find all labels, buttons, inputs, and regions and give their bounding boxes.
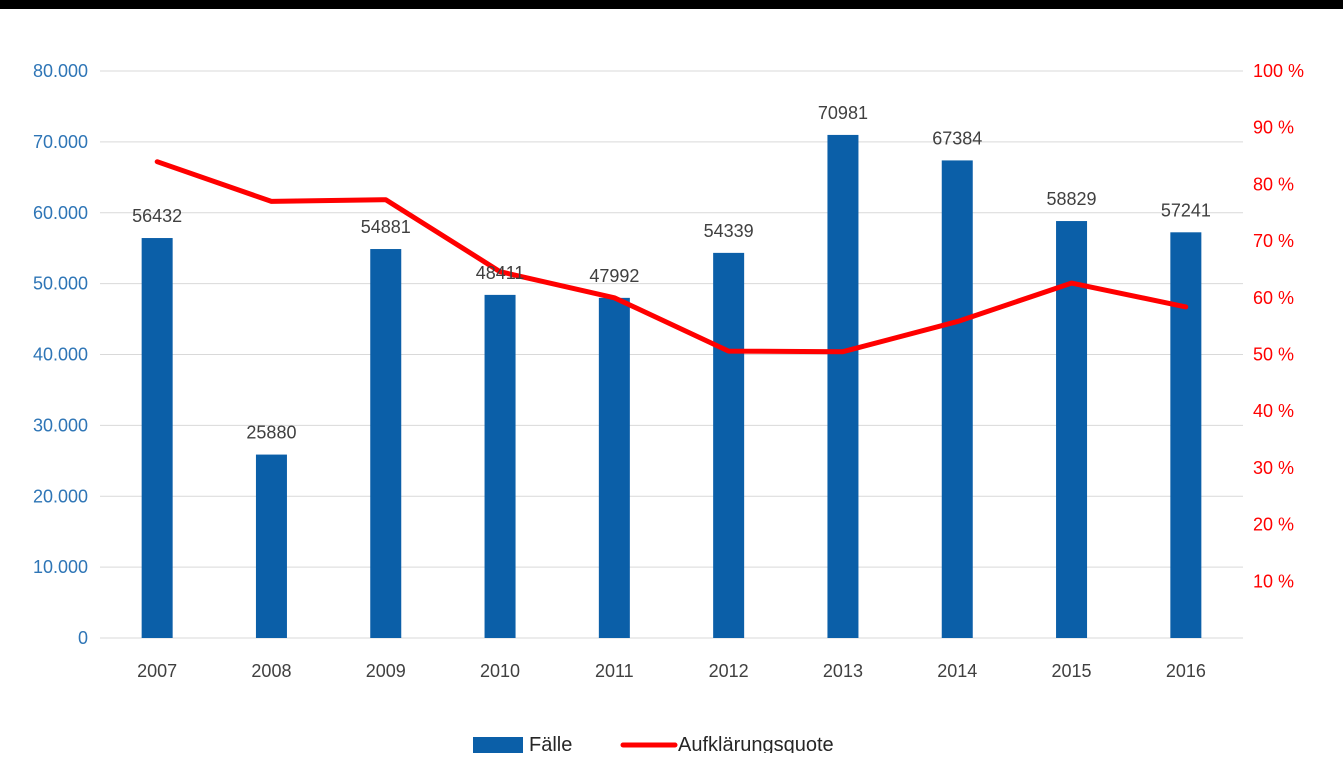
left-axis-tick-label: 0 (78, 628, 88, 648)
bar-data-label: 67384 (932, 128, 982, 148)
x-axis-tick-label: 2009 (366, 661, 406, 681)
legend-label-aufklaerungsquote: Aufklärungsquote (678, 734, 834, 753)
bar-data-label: 54881 (361, 217, 411, 237)
bar (941, 160, 973, 638)
bar (827, 134, 859, 638)
left-axis-tick-label: 10.000 (33, 557, 88, 577)
bar-series (141, 134, 1202, 638)
x-axis-tick-label: 2008 (251, 661, 291, 681)
right-axis-tick-label: 30 % (1253, 458, 1294, 478)
right-axis-tick-label: 50 % (1253, 345, 1294, 365)
right-axis-tick-label: 100 % (1253, 61, 1304, 81)
bar (713, 252, 745, 638)
left-axis-tick-label: 40.000 (33, 345, 88, 365)
left-axis-tick-label: 60.000 (33, 203, 88, 223)
legend: Fälle Aufklärungsquote (473, 734, 834, 756)
bar (255, 454, 287, 638)
bar-data-label: 56432 (132, 206, 182, 226)
top-border-bar (0, 0, 1343, 9)
left-axis-tick-label: 20.000 (33, 486, 88, 506)
x-axis-tick-label: 2013 (823, 661, 863, 681)
bar (370, 249, 402, 638)
gridlines (100, 70, 1243, 639)
legend-swatch-faelle (473, 737, 523, 753)
left-axis-tick-label: 80.000 (33, 61, 88, 81)
bar-data-label: 25880 (246, 423, 296, 443)
right-axis-tick-label: 60 % (1253, 288, 1294, 308)
line-series (154, 159, 1189, 355)
bar-data-label: 70981 (818, 103, 868, 123)
right-axis-tick-label: 90 % (1253, 118, 1294, 138)
right-axis-ticks: 10 % 20 % 30 % 40 % 50 % 60 % 70 % 80 % 90 % 100 … (1253, 61, 1304, 591)
left-axis-tick-label: 70.000 (33, 132, 88, 152)
bar-data-label: 48411 (476, 263, 525, 283)
bar (141, 238, 173, 638)
right-axis-tick-label: 40 % (1253, 401, 1294, 421)
series-line-aufklaerungsquote (154, 159, 1189, 355)
data-labels: 56432 25880 54881 48411 47992 54339 70981 67384… (132, 103, 1211, 443)
bar (1056, 221, 1088, 638)
right-axis-tick-label: 20 % (1253, 515, 1294, 535)
left-axis-tick-label: 30.000 (33, 415, 88, 435)
right-axis-tick-label: 10 % (1253, 571, 1294, 591)
right-axis-tick-label: 70 % (1253, 231, 1294, 251)
x-axis-tick-label: 2007 (137, 661, 177, 681)
bar-data-label: 54339 (704, 221, 754, 241)
x-axis-tick-label: 2016 (1166, 661, 1206, 681)
x-axis-ticks: 2007 2008 2009 2010 2011 2012 2013 2014 2015 2016 (137, 661, 1206, 681)
bar-data-label: 58829 (1047, 189, 1097, 209)
bar (484, 294, 516, 638)
x-axis-tick-label: 2012 (709, 661, 749, 681)
x-axis-tick-label: 2011 (595, 661, 634, 681)
bar (598, 297, 630, 638)
bar (1170, 232, 1202, 638)
bar-data-label: 57241 (1161, 200, 1211, 220)
left-axis-tick-label: 50.000 (33, 274, 88, 294)
legend-label-faelle: Fälle (529, 734, 572, 753)
x-axis-tick-label: 2010 (480, 661, 520, 681)
right-axis-tick-label: 80 % (1253, 174, 1294, 194)
x-axis-tick-label: 2015 (1052, 661, 1092, 681)
bar-data-label: 47992 (589, 266, 639, 286)
left-axis-ticks: 0 10.000 20.000 30.000 40.000 50.000 60.000 70.… (33, 61, 88, 648)
x-axis-tick-label: 2014 (937, 661, 977, 681)
